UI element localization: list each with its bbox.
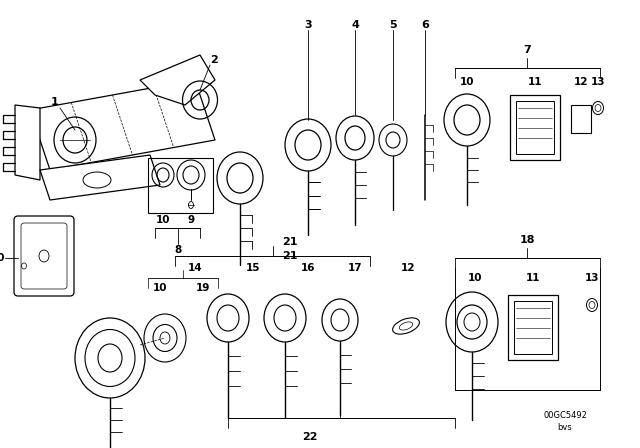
Text: 3: 3 bbox=[304, 20, 312, 30]
Text: 15: 15 bbox=[246, 263, 260, 273]
Text: 11: 11 bbox=[528, 77, 542, 87]
Text: 9: 9 bbox=[188, 215, 195, 225]
Text: 17: 17 bbox=[348, 263, 362, 273]
Text: 12: 12 bbox=[401, 263, 415, 273]
Text: bvs: bvs bbox=[557, 423, 572, 432]
Polygon shape bbox=[40, 155, 160, 200]
Text: 18: 18 bbox=[519, 235, 535, 245]
Text: 11: 11 bbox=[525, 273, 540, 283]
Text: 16: 16 bbox=[301, 263, 316, 273]
Polygon shape bbox=[15, 105, 40, 180]
Text: 10: 10 bbox=[468, 273, 483, 283]
Text: 10: 10 bbox=[156, 215, 170, 225]
Text: 12: 12 bbox=[573, 77, 588, 87]
Text: 10: 10 bbox=[460, 77, 474, 87]
Text: 8: 8 bbox=[174, 245, 182, 255]
Text: 6: 6 bbox=[421, 20, 429, 30]
Text: 2: 2 bbox=[210, 55, 218, 65]
Text: 22: 22 bbox=[302, 432, 317, 442]
Text: 1: 1 bbox=[51, 97, 59, 107]
Text: 5: 5 bbox=[389, 20, 397, 30]
Text: 4: 4 bbox=[351, 20, 359, 30]
Text: 13: 13 bbox=[591, 77, 605, 87]
Polygon shape bbox=[140, 55, 215, 105]
Text: 14: 14 bbox=[188, 263, 202, 273]
Text: 10: 10 bbox=[153, 283, 167, 293]
Text: 00GC5492: 00GC5492 bbox=[543, 410, 587, 419]
Text: 20: 20 bbox=[0, 253, 5, 263]
Text: 7: 7 bbox=[523, 45, 531, 55]
Polygon shape bbox=[30, 80, 215, 170]
Text: 21: 21 bbox=[282, 251, 298, 261]
Text: 21: 21 bbox=[282, 237, 298, 247]
Text: 19: 19 bbox=[196, 283, 210, 293]
Text: 13: 13 bbox=[585, 273, 599, 283]
